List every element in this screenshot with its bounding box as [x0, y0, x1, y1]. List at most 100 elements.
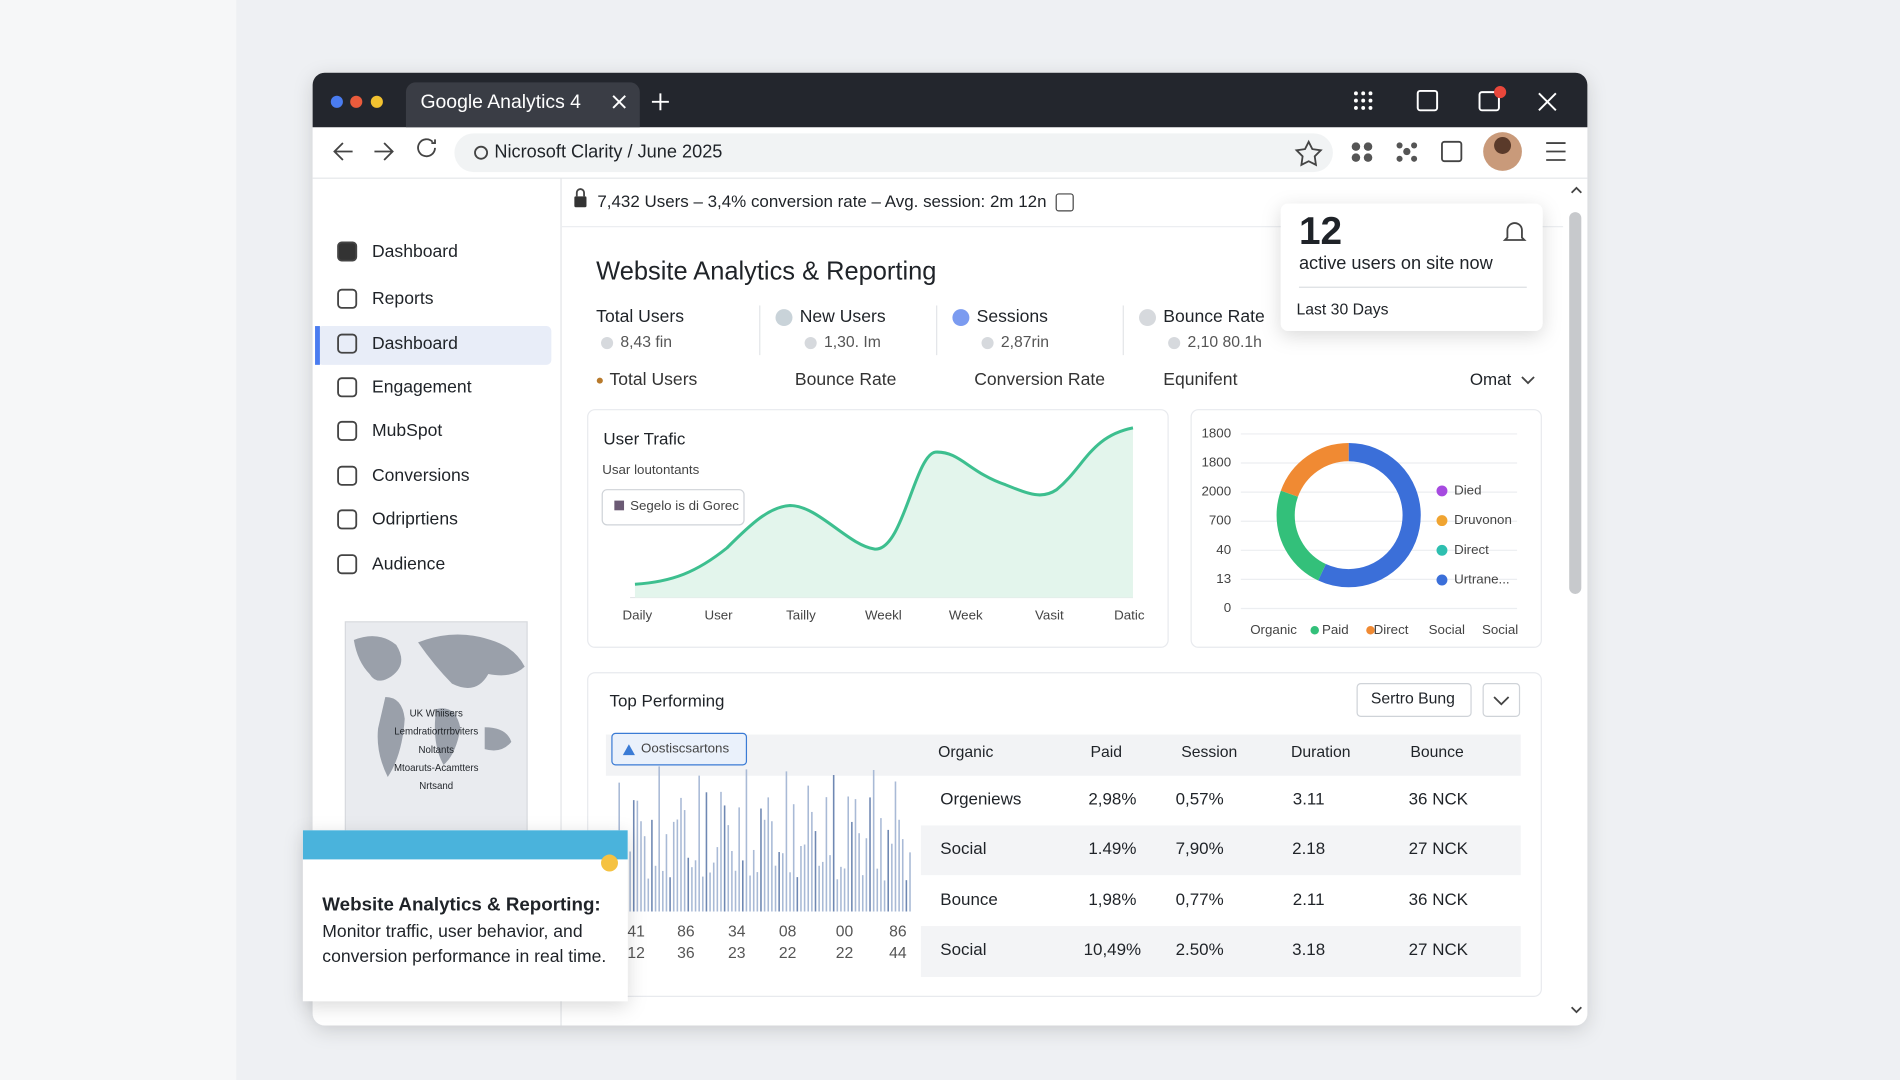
nav-item[interactable]: Odriprtiens: [372, 509, 458, 529]
nav-icon[interactable]: [337, 420, 358, 441]
tab[interactable]: Equnifent: [1163, 369, 1237, 389]
button[interactable]: [1356, 683, 1472, 717]
nav-item[interactable]: Dashboard: [372, 333, 458, 353]
decoration: [1361, 91, 1366, 96]
column-header: Session: [1181, 744, 1237, 761]
nav-icon[interactable]: [337, 465, 358, 486]
nav-icon[interactable]: [337, 554, 358, 575]
x-labels: Organic Paid Direct Social Social: [1250, 622, 1518, 637]
forward[interactable]: [374, 142, 394, 161]
nav-icon[interactable]: [337, 241, 358, 262]
map-label: Mtoaruts-Acamtters: [394, 763, 479, 774]
nav-icon[interactable]: [337, 288, 358, 309]
cell: 0,57%: [1176, 789, 1224, 808]
chevron[interactable]: [1521, 376, 1535, 385]
close-tab[interactable]: [612, 95, 626, 109]
cell: 1.49%: [1088, 839, 1136, 858]
decoration: [1353, 98, 1358, 103]
map-land: [353, 634, 525, 777]
metric-label: Sessions: [977, 306, 1048, 326]
cell: 10,49%: [1084, 940, 1141, 959]
nav-item[interactable]: MubSpot: [372, 420, 442, 440]
nav-item[interactable]: Engagement: [372, 377, 472, 397]
extension[interactable]: [1441, 140, 1463, 163]
address-bar[interactable]: [454, 133, 1333, 173]
new-tab[interactable]: [651, 93, 669, 111]
button-label[interactable]: Sertro Bung: [1371, 691, 1455, 708]
menu[interactable]: [1546, 142, 1566, 161]
decoration: [1351, 142, 1361, 151]
legend-box: [601, 489, 745, 526]
cell: 2.50%: [1176, 940, 1224, 959]
nav-icon[interactable]: [337, 509, 358, 530]
window-icon[interactable]: [1416, 89, 1439, 112]
live-card: [1280, 203, 1543, 331]
extension[interactable]: [1351, 142, 1373, 162]
decoration: [1403, 147, 1411, 156]
metric-value: 2,10 80.1h: [1188, 334, 1262, 351]
bell[interactable]: [1502, 222, 1527, 241]
metric-value: 8,43 fin: [620, 334, 672, 351]
bar-label: 08: [779, 923, 797, 940]
window-dot[interactable]: [350, 95, 363, 108]
back[interactable]: [333, 142, 353, 161]
tab[interactable]: Conversion Rate: [974, 369, 1105, 389]
donut-segment: [1276, 443, 1421, 588]
site-icon: [474, 145, 489, 160]
chevron[interactable]: [1493, 696, 1510, 706]
legend-dot: [1310, 626, 1319, 635]
tab[interactable]: [405, 82, 640, 128]
scroll-arrows[interactable]: [1570, 186, 1582, 1014]
chart-title: User Trafic: [603, 429, 685, 448]
window-dot[interactable]: [370, 95, 383, 108]
decoration: [1411, 142, 1418, 149]
extensions-icon[interactable]: [1478, 91, 1500, 112]
cell: 36 NCK: [1409, 789, 1469, 808]
x-label: Vasit: [1035, 607, 1064, 622]
x-label: Tailly: [786, 607, 816, 622]
bookmark[interactable]: [1294, 139, 1323, 167]
nav-icon[interactable]: [337, 333, 358, 354]
badge-label: Oostiscsartons: [641, 741, 729, 756]
column-header: Bounce: [1410, 744, 1464, 761]
decoration: [1396, 155, 1403, 162]
tab-dot: [596, 377, 603, 384]
donut-card: [1190, 409, 1542, 648]
tab[interactable]: Total Users: [610, 369, 698, 389]
window-dot[interactable]: [330, 95, 343, 108]
nav-item[interactable]: Audience: [372, 553, 445, 573]
map-labels: UK Whiisers Lemdratiortrrbviters Noltants M…: [394, 709, 479, 793]
x-label: Weekl: [865, 607, 902, 622]
nav-item[interactable]: Conversions: [372, 465, 470, 485]
tooltip-title: Website Analytics & Reporting:: [322, 893, 600, 914]
table-title: Top Performing: [610, 691, 725, 710]
metric-dot: [775, 309, 793, 327]
bar-label: 23: [728, 945, 746, 962]
extension[interactable]: [1396, 142, 1418, 162]
bar-label: 86: [889, 923, 907, 940]
tooltip-body: conversion performance in real time.: [322, 946, 606, 966]
x-label: Social: [1429, 622, 1465, 637]
nav-item[interactable]: Dashboard: [372, 241, 458, 261]
cell: 27 NCK: [1409, 839, 1469, 858]
y-label: 1800: [1201, 425, 1231, 440]
metric-label: New Users: [800, 306, 886, 326]
close-window[interactable]: [1538, 92, 1557, 111]
dropdown[interactable]: Omat: [1470, 370, 1512, 389]
summary: 7,432 Users – 3,4% conversion rate – Avg…: [597, 192, 1046, 211]
x-label: Week: [949, 607, 983, 622]
decoration: [1353, 91, 1358, 96]
period[interactable]: Last 30 Days: [1297, 301, 1389, 318]
tab[interactable]: Bounce Rate: [795, 369, 897, 389]
reload[interactable]: [417, 138, 436, 158]
nav-item[interactable]: Reports: [372, 288, 434, 308]
metrics: Total Users 8,43 fin New Users 1,30. Im Sess…: [596, 305, 1265, 356]
cell: 3.18: [1292, 940, 1325, 959]
traffic-line: [634, 426, 1134, 586]
dropdown-button[interactable]: [1482, 683, 1521, 717]
scrollbar[interactable]: [1569, 212, 1582, 594]
nav-icon[interactable]: [337, 377, 358, 398]
grid-icon[interactable]: [1353, 91, 1373, 110]
